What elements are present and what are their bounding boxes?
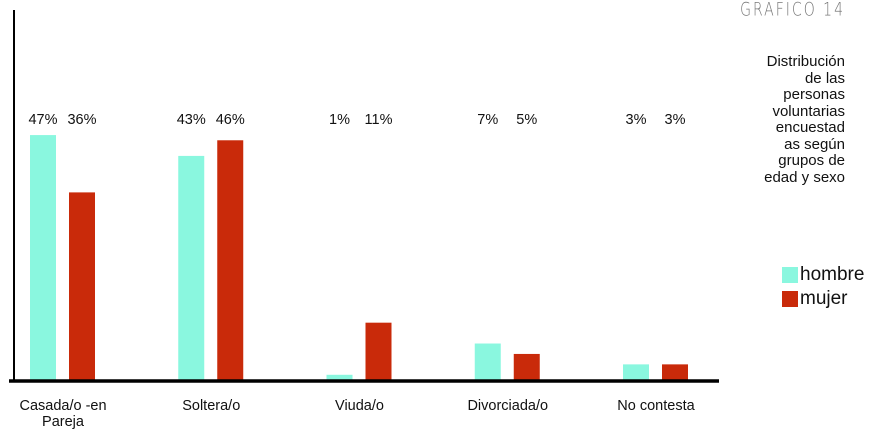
value-label: 43%	[176, 112, 206, 128]
bar	[365, 322, 392, 380]
legend-label: hombre	[800, 264, 865, 285]
subtitle-line: personas	[783, 86, 845, 103]
value-label: 36%	[67, 112, 97, 128]
x-tick-label: Casada/o -en Pareja	[19, 398, 107, 430]
bar	[69, 192, 95, 380]
subtitle-line: voluntarias	[772, 102, 845, 120]
bar	[326, 374, 353, 380]
bar	[623, 364, 649, 380]
x-tick-label: Viuda/o	[335, 398, 384, 414]
chart-title: GRAFICO 14	[740, 0, 845, 21]
bar	[474, 343, 501, 380]
legend-item: mujer	[782, 288, 848, 310]
value-label: 3%	[664, 112, 686, 128]
value-label: 47%	[28, 112, 58, 128]
bar	[662, 364, 688, 380]
subtitle-line: as según	[784, 135, 845, 153]
value-label: 3%	[625, 112, 647, 128]
bar	[30, 135, 56, 380]
subtitle-line: de las	[804, 69, 845, 87]
value-label: 5%	[516, 112, 538, 128]
legend-item: hombre	[782, 264, 864, 286]
x-tick-label: No contesta	[617, 398, 695, 414]
subtitle-line: encuestad	[775, 119, 845, 136]
value-label: 7%	[477, 112, 499, 128]
legend-swatch	[782, 267, 798, 283]
bar	[513, 353, 540, 380]
value-label: 11%	[364, 112, 393, 128]
legend-swatch	[782, 291, 798, 307]
bar	[178, 155, 205, 380]
subtitle-line: Distribución	[766, 53, 845, 70]
value-label: 46%	[215, 112, 245, 128]
bar	[217, 140, 244, 380]
x-tick-label: Soltera/o	[182, 398, 241, 414]
x-tick-label: Divorciada/o	[467, 398, 549, 414]
subtitle-line: edad y sexo	[764, 168, 845, 186]
value-label: 1%	[329, 112, 350, 128]
subtitle-line: grupos de	[778, 152, 845, 169]
legend-label: mujer	[800, 288, 848, 309]
